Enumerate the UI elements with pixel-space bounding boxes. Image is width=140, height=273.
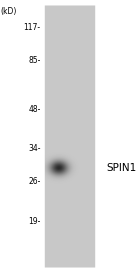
Text: 117-: 117- [24, 23, 41, 32]
Text: 34-: 34- [28, 144, 41, 153]
Text: (kD): (kD) [0, 7, 16, 16]
Text: SPIN1: SPIN1 [106, 163, 137, 173]
FancyBboxPatch shape [45, 5, 95, 268]
Text: 48-: 48- [28, 105, 41, 114]
Text: 26-: 26- [28, 177, 41, 186]
Text: 85-: 85- [28, 56, 41, 64]
Text: 19-: 19- [28, 217, 41, 225]
